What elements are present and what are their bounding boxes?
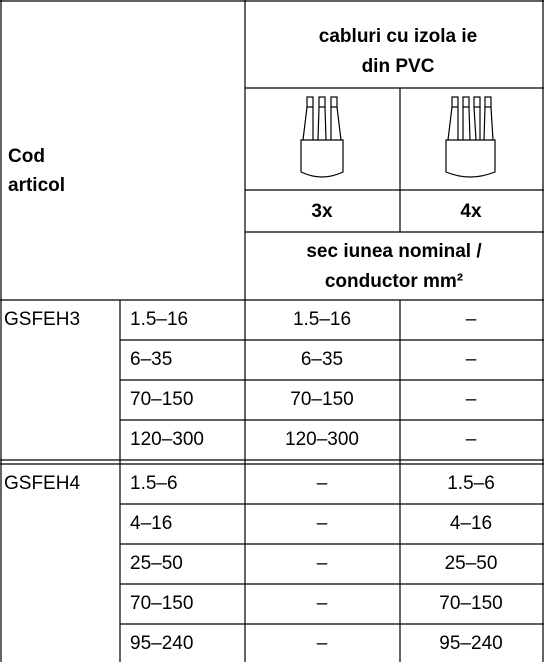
- cell: 6–35: [301, 349, 343, 370]
- cell: –: [317, 593, 328, 614]
- section-label: sec iunea nominal /: [306, 241, 482, 262]
- cell: 95–240: [130, 633, 193, 654]
- cell: 6–35: [130, 349, 172, 370]
- table: cabluri cu izola ie din PVC Cod articol …: [0, 0, 544, 662]
- cell: 4–16: [450, 513, 492, 534]
- section-label: conductor mm²: [325, 271, 463, 292]
- col-3x: 3x: [311, 201, 333, 222]
- cable-4-icon: [446, 97, 495, 177]
- cell: 4–16: [130, 513, 172, 534]
- cell: 1.5–6: [447, 473, 495, 494]
- cell: 95–240: [439, 633, 502, 654]
- cell: 1.5–6: [130, 473, 178, 494]
- cell: 120–300: [285, 429, 359, 450]
- cell: 120–300: [130, 429, 204, 450]
- article-code: GSFEH4: [4, 473, 80, 494]
- cell: 25–50: [130, 553, 183, 574]
- article-code: GSFEH3: [4, 309, 80, 330]
- cell: 70–150: [130, 389, 193, 410]
- cell: 1.5–16: [293, 309, 351, 330]
- cell: 25–50: [445, 553, 498, 574]
- cell: –: [466, 429, 477, 450]
- cell: –: [466, 349, 477, 370]
- cell: –: [466, 309, 477, 330]
- cell: 70–150: [290, 389, 353, 410]
- cell: –: [317, 553, 328, 574]
- cell: –: [466, 389, 477, 410]
- cell: 1.5–16: [130, 309, 188, 330]
- code-label: articol: [8, 175, 65, 196]
- cable-3-icon: [301, 97, 343, 177]
- cell: –: [317, 513, 328, 534]
- cell: 70–150: [439, 593, 502, 614]
- code-label: Cod: [8, 146, 45, 167]
- cell: –: [317, 633, 328, 654]
- cell: –: [317, 473, 328, 494]
- cable-title: din PVC: [362, 56, 435, 77]
- cable-title: cabluri cu izola ie: [319, 26, 477, 47]
- col-4x: 4x: [460, 201, 482, 222]
- cell: 70–150: [130, 593, 193, 614]
